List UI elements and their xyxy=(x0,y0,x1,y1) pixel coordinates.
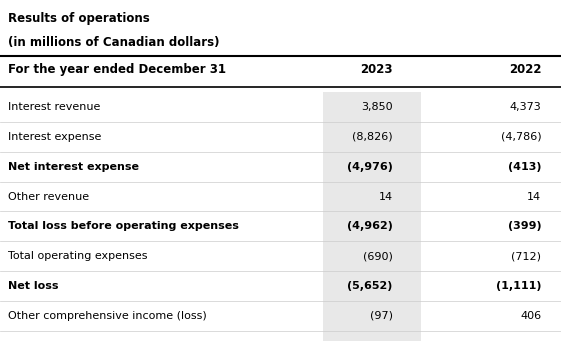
Text: (4,962): (4,962) xyxy=(347,221,393,231)
Text: 14: 14 xyxy=(379,192,393,202)
Text: (4,786): (4,786) xyxy=(501,132,541,142)
Text: (in millions of Canadian dollars): (in millions of Canadian dollars) xyxy=(8,36,220,49)
Text: (97): (97) xyxy=(370,311,393,321)
Text: For the year ended December 31: For the year ended December 31 xyxy=(8,63,227,76)
Text: 4,373: 4,373 xyxy=(509,102,541,112)
Text: Net loss: Net loss xyxy=(8,281,59,291)
Text: (712): (712) xyxy=(512,251,541,261)
Text: (5,652): (5,652) xyxy=(347,281,393,291)
Text: Results of operations: Results of operations xyxy=(8,12,150,25)
Bar xyxy=(323,92,421,341)
Text: Other revenue: Other revenue xyxy=(8,192,90,202)
Text: Net interest expense: Net interest expense xyxy=(8,162,140,172)
Text: (8,826): (8,826) xyxy=(352,132,393,142)
Text: 2022: 2022 xyxy=(509,63,541,76)
Text: Interest revenue: Interest revenue xyxy=(8,102,101,112)
Text: 14: 14 xyxy=(527,192,541,202)
Text: Other comprehensive income (loss): Other comprehensive income (loss) xyxy=(8,311,207,321)
Text: 2023: 2023 xyxy=(360,63,393,76)
Text: (1,111): (1,111) xyxy=(496,281,541,291)
Text: (4,976): (4,976) xyxy=(347,162,393,172)
Text: Total loss before operating expenses: Total loss before operating expenses xyxy=(8,221,240,231)
Text: (413): (413) xyxy=(508,162,541,172)
Text: Total operating expenses: Total operating expenses xyxy=(8,251,148,261)
Text: (690): (690) xyxy=(363,251,393,261)
Text: 406: 406 xyxy=(520,311,541,321)
Text: 3,850: 3,850 xyxy=(361,102,393,112)
Text: Interest expense: Interest expense xyxy=(8,132,102,142)
Text: (399): (399) xyxy=(508,221,541,231)
